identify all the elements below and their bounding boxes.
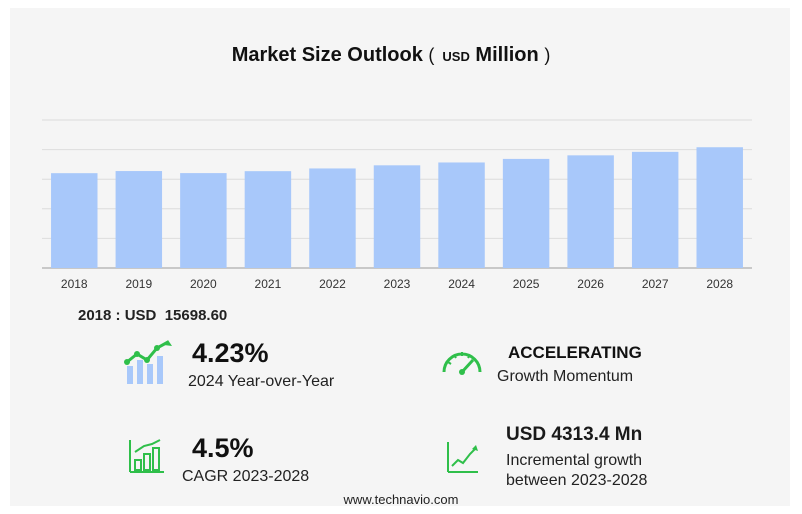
- line-growth-icon: [446, 440, 480, 479]
- x-tick-label-2019: 2019: [125, 277, 152, 291]
- x-tick-label-2028: 2028: [706, 277, 733, 291]
- bar-2026: [567, 155, 614, 268]
- bar-2023: [373, 165, 421, 268]
- bar-2019: [115, 171, 163, 268]
- bar-2025: [502, 158, 550, 268]
- bar-2021: [244, 171, 292, 268]
- cagr-value: 4.5%: [192, 433, 254, 463]
- source-footer: www.technavio.com: [343, 492, 459, 507]
- x-tick-label-2025: 2025: [513, 277, 540, 291]
- bar-2028: [696, 147, 743, 268]
- x-tick-label-2022: 2022: [319, 277, 346, 291]
- incremental-label-line1: Incremental growth: [506, 452, 643, 469]
- incremental-label-line2: between 2023-2028: [506, 472, 648, 489]
- momentum-value: ACCELERATING: [508, 343, 642, 362]
- bar-2022: [309, 168, 356, 268]
- bar-2024: [438, 162, 485, 268]
- bar-growth-icon: [128, 438, 166, 479]
- title-unit: Million: [475, 44, 539, 66]
- bar-2020: [180, 173, 227, 268]
- cagr-label: CAGR 2023-2028: [182, 468, 310, 485]
- x-tick-label-2023: 2023: [384, 277, 411, 291]
- base-year-value: 2018 : USD 15698.60: [78, 307, 228, 324]
- yoy-value: 4.23%: [192, 338, 269, 368]
- x-tick-label-2026: 2026: [577, 277, 604, 291]
- x-tick-label-2027: 2027: [642, 277, 669, 291]
- speedometer-icon: [440, 346, 484, 381]
- title-text: Market Size Outlook: [231, 44, 423, 66]
- x-tick-label-2021: 2021: [255, 277, 282, 291]
- bar-chart: 2018 2019 2020 2021 2022 2023 2024 2025 2026 2027…: [42, 119, 752, 291]
- yoy-label: 2024 Year-over-Year: [188, 373, 335, 390]
- bar-2027: [631, 151, 679, 268]
- x-tick-label-2020: 2020: [190, 277, 217, 291]
- momentum-label: Growth Momentum: [497, 368, 634, 385]
- bar-2018: [51, 173, 98, 268]
- title-unit-prefix: USD: [442, 49, 470, 64]
- chart-title: Market Size Outlook (USD Million ): [231, 44, 551, 66]
- incremental-value: USD 4313.4 Mn: [506, 424, 643, 445]
- x-tick-label-2024: 2024: [448, 277, 475, 291]
- x-tick-label-2018: 2018: [61, 277, 88, 291]
- rising-trend-chart-icon: [124, 340, 174, 393]
